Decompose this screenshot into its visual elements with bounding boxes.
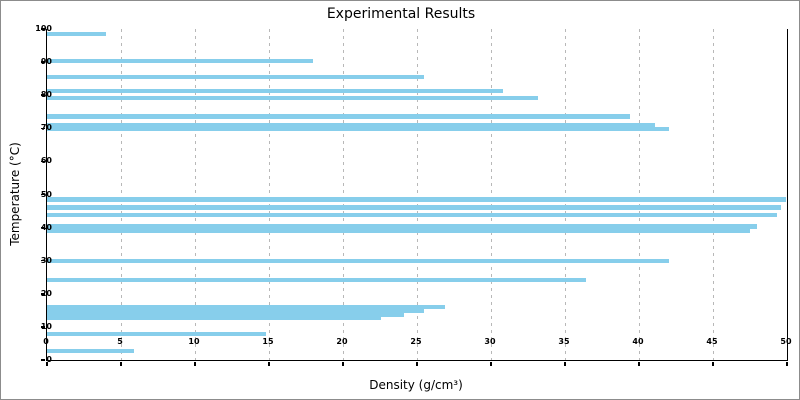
bar-temp-2.8 xyxy=(47,348,135,353)
y-tick-40 xyxy=(41,226,45,229)
bar-temp-98.4 xyxy=(47,32,107,37)
gridline-x-25 xyxy=(416,29,418,360)
y-tick-30 xyxy=(41,259,45,262)
x-tick-50 xyxy=(786,362,788,366)
x-axis-label: Density (g/cm³) xyxy=(369,378,463,392)
y-tick-label-40: 40 xyxy=(40,222,52,232)
gridline-x-15 xyxy=(268,29,270,360)
x-tick-label-15: 15 xyxy=(262,337,274,346)
gridline-x-35 xyxy=(564,29,566,360)
bar-temp-73.6 xyxy=(47,114,631,119)
x-tick-label-10: 10 xyxy=(188,337,200,346)
gridline-x-30 xyxy=(490,29,492,360)
bar-temp-12.7 xyxy=(47,315,382,321)
x-tick-45 xyxy=(712,362,714,366)
bar-temp-48.5 xyxy=(47,197,786,202)
y-tick-label-30: 30 xyxy=(40,255,52,265)
bar-temp-90.4 xyxy=(47,58,314,63)
bar-temp-69.8 xyxy=(47,126,669,132)
bar-temp-70.9 xyxy=(47,123,656,128)
x-tick-label-45: 45 xyxy=(706,337,718,346)
x-tick-label-20: 20 xyxy=(336,337,348,346)
x-tick-5 xyxy=(120,362,122,366)
bar-temp-46.1 xyxy=(47,205,782,210)
gridline-x-10 xyxy=(194,29,196,360)
x-tick-20 xyxy=(342,362,344,366)
y-tick-label-80: 80 xyxy=(40,90,52,100)
bar-temp-43.9 xyxy=(47,212,777,217)
x-tick-25 xyxy=(416,362,418,366)
x-tick-label-5: 5 xyxy=(117,337,123,346)
x-tick-35 xyxy=(564,362,566,366)
x-tick-label-30: 30 xyxy=(484,337,496,346)
gridline-x-20 xyxy=(342,29,344,360)
y-tick-label-100: 100 xyxy=(35,24,52,33)
x-tick-label-50: 50 xyxy=(780,337,792,346)
y-tick-10 xyxy=(41,326,45,328)
bar-temp-24.1 xyxy=(47,278,586,283)
x-tick-label-0: 0 xyxy=(43,337,49,346)
y-tick-90 xyxy=(41,61,45,63)
x-tick-label-40: 40 xyxy=(632,337,644,346)
x-tick-0 xyxy=(46,362,48,366)
y-tick-label-90: 90 xyxy=(40,57,52,67)
bar-temp-14.8 xyxy=(47,308,425,314)
bar-temp-40.3 xyxy=(47,224,758,229)
bar-temp-30 xyxy=(47,258,669,263)
y-axis-label: Temperature (°C) xyxy=(8,142,22,246)
bar-temp-79.2 xyxy=(47,95,539,100)
y-tick-label-0: 0 xyxy=(46,355,52,364)
bar-temp-39.1 xyxy=(47,228,750,233)
y-tick-label-50: 50 xyxy=(40,189,52,199)
gridline-x-5 xyxy=(120,29,122,360)
y-tick-20 xyxy=(41,293,45,295)
x-tick-label-25: 25 xyxy=(410,337,422,346)
bar-temp-81.3 xyxy=(47,88,503,94)
y-tick-label-20: 20 xyxy=(40,288,52,298)
gridline-x-40 xyxy=(638,29,640,360)
y-tick-60 xyxy=(41,160,45,163)
gridline-x-45 xyxy=(712,29,714,360)
y-tick-label-10: 10 xyxy=(40,321,52,331)
x-tick-10 xyxy=(194,362,196,366)
chart-title: Experimental Results xyxy=(326,6,476,22)
x-tick-label-35: 35 xyxy=(558,337,570,346)
y-tick-80 xyxy=(41,94,45,96)
y-tick-label-70: 70 xyxy=(40,123,52,133)
y-tick-100 xyxy=(41,28,45,30)
bar-temp-7.9 xyxy=(47,331,267,336)
plot-area xyxy=(41,28,788,366)
y-tick-50 xyxy=(41,193,45,196)
bar-temp-85.5 xyxy=(47,74,425,80)
bar-temp-13.6 xyxy=(47,312,404,318)
y-tick-label-60: 60 xyxy=(40,156,52,166)
x-tick-15 xyxy=(268,362,270,366)
x-tick-30 xyxy=(490,362,492,366)
y-tick-70 xyxy=(41,127,45,130)
x-tick-40 xyxy=(638,362,640,366)
bar-temp-16.1 xyxy=(47,304,446,309)
y-tick-0 xyxy=(41,359,45,361)
